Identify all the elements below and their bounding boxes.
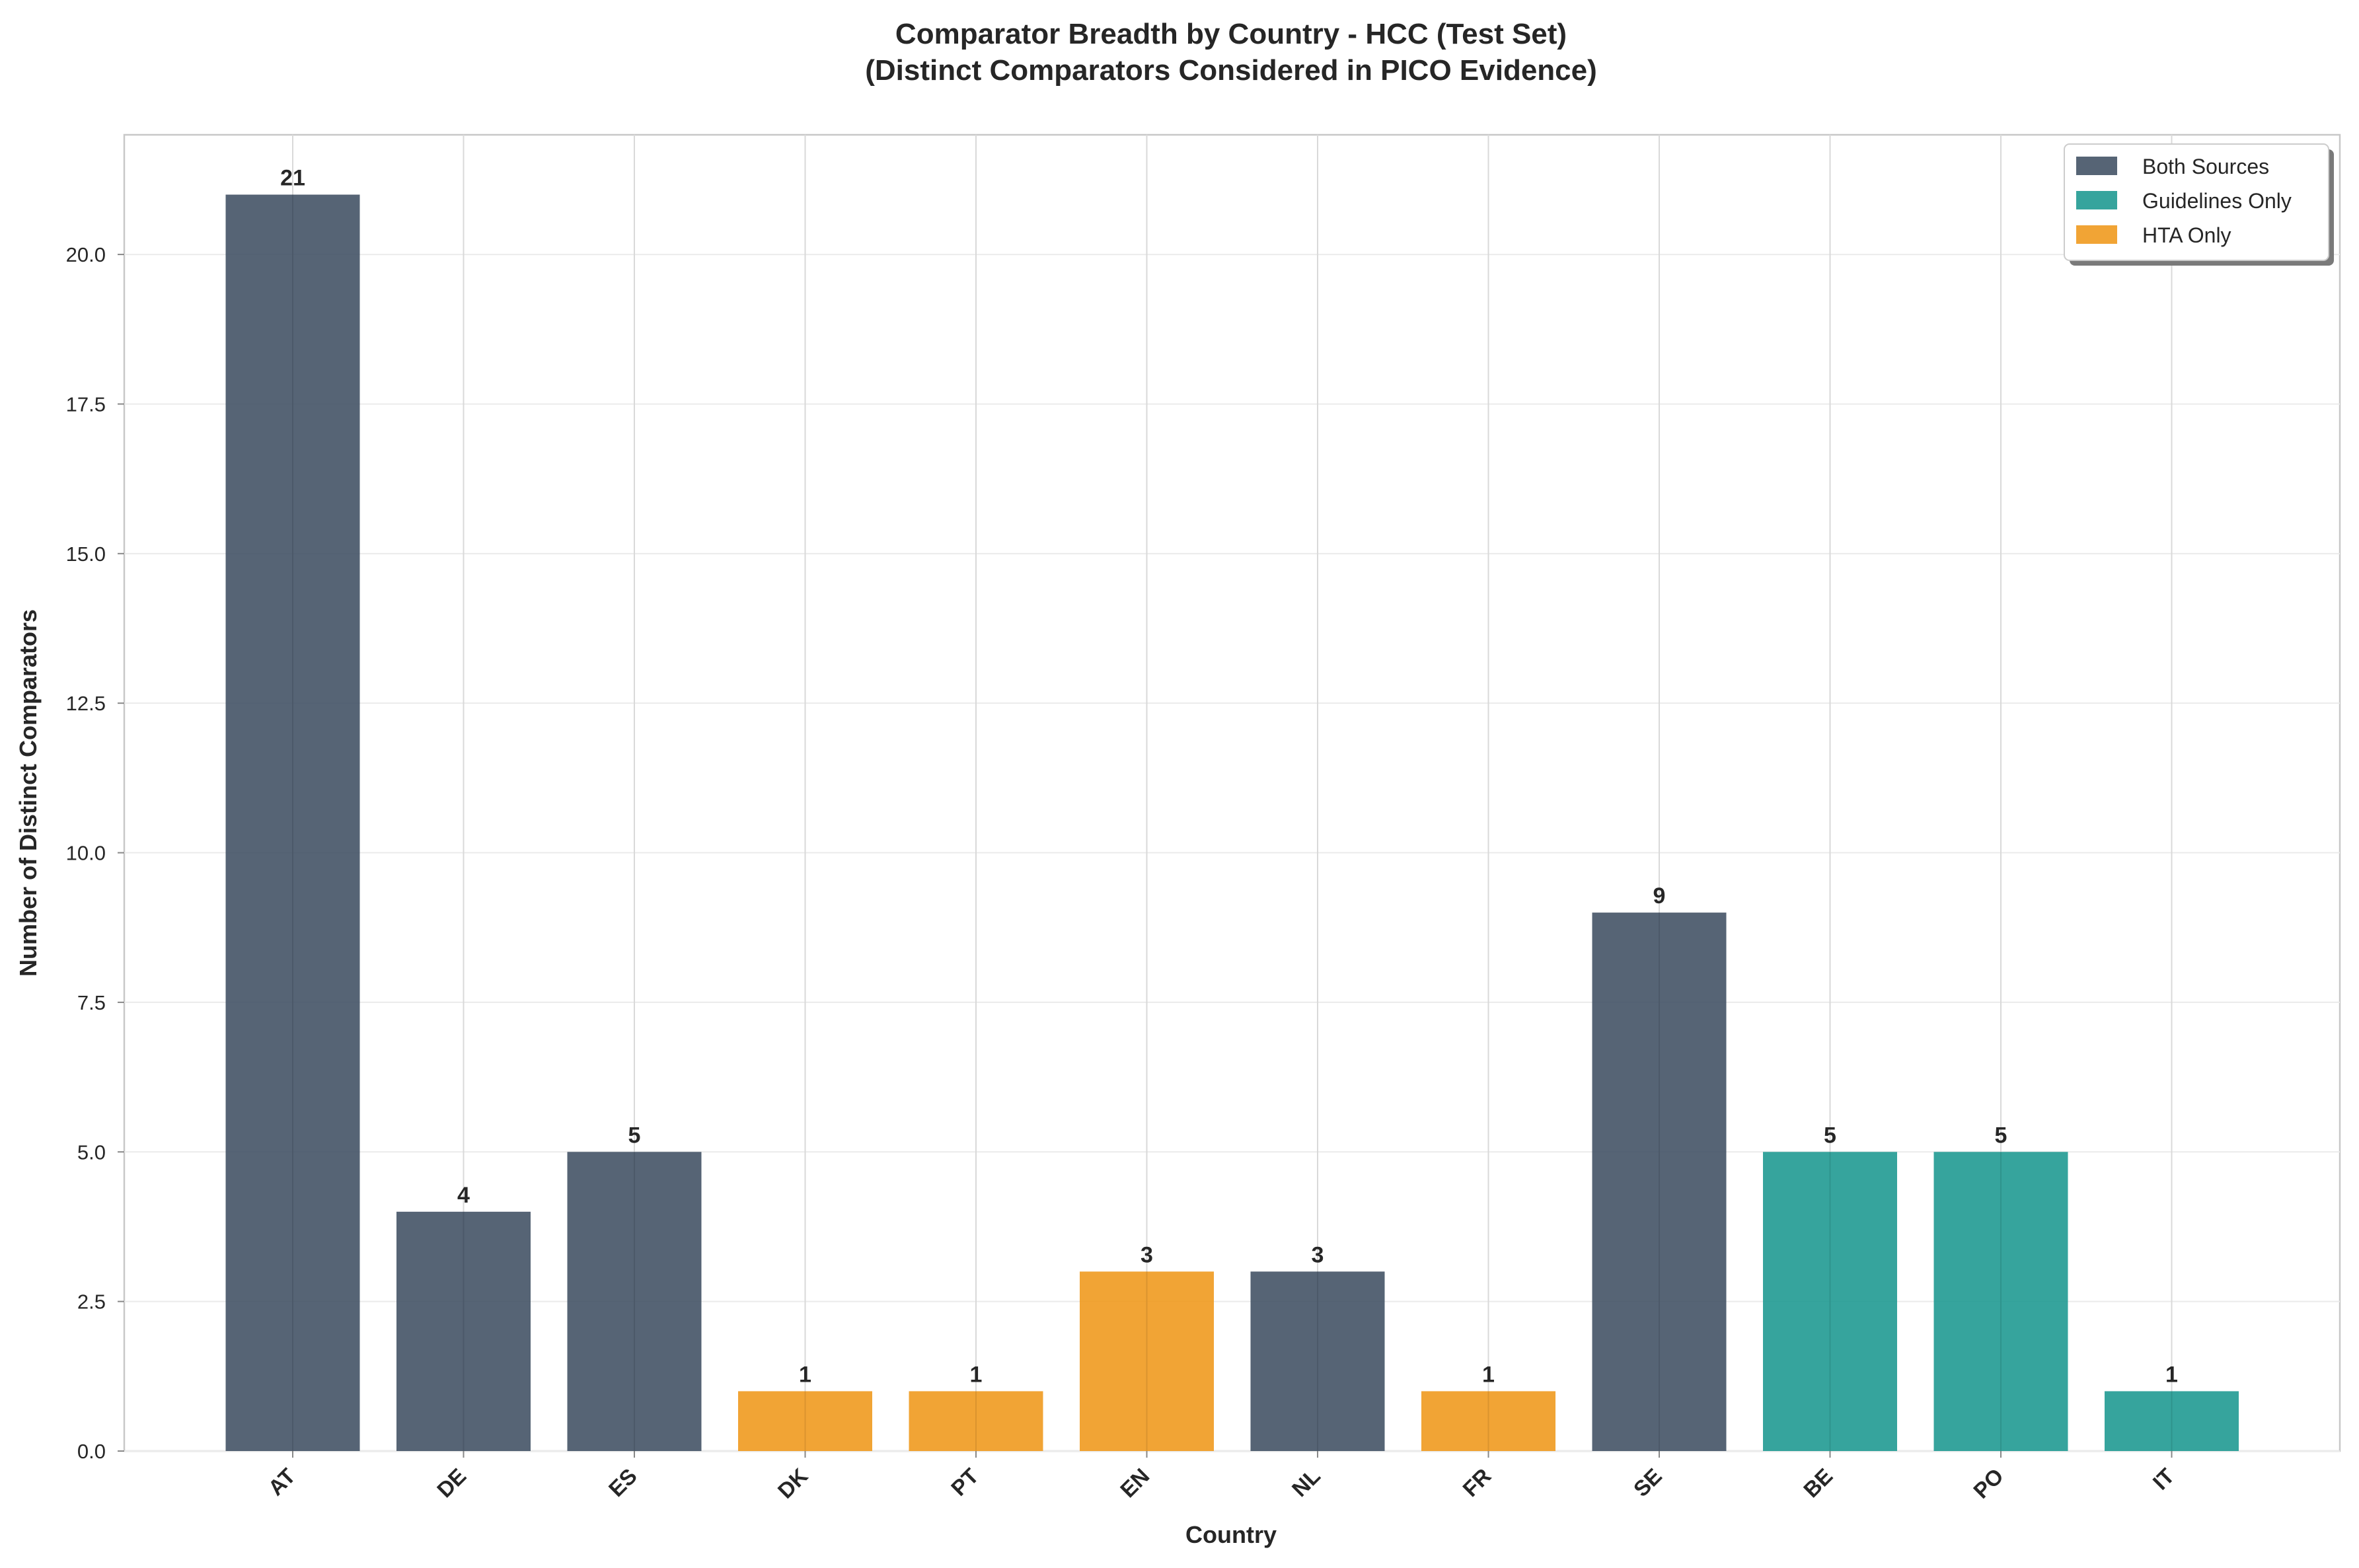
bar-de (396, 1211, 531, 1451)
data-label: 5 (628, 1123, 641, 1148)
y-axis-label: Number of Distinct Comparators (15, 609, 42, 977)
x-tick-label: IT (2148, 1464, 2179, 1495)
chart-title: Comparator Breadth by Country - HCC (Tes… (895, 18, 1567, 50)
legend-swatch (2076, 225, 2117, 244)
data-label: 21 (280, 166, 305, 191)
bar-fr (1421, 1391, 1555, 1451)
bar-dk (738, 1391, 872, 1451)
bar-it (2105, 1391, 2239, 1451)
data-labels: 21 4 5 1 1 3 3 1 9 5 5 1 (280, 166, 2178, 1388)
x-tick-label: PO (1968, 1464, 2008, 1503)
legend: Both Sources Guidelines Only HTA Only (2064, 143, 2334, 266)
bar-po (1933, 1152, 2068, 1451)
legend-swatch (2076, 191, 2117, 209)
chart-subtitle: (Distinct Comparators Considered in PICO… (865, 54, 1597, 87)
y-tick-label: 15.0 (66, 542, 106, 566)
bar-pt (909, 1391, 1043, 1451)
x-axis-label: Country (1185, 1521, 1277, 1548)
bars (225, 194, 2239, 1452)
data-label: 1 (799, 1362, 811, 1387)
x-tick-label: BE (1799, 1464, 1838, 1503)
data-label: 5 (1824, 1123, 1836, 1148)
data-label: 1 (1482, 1362, 1495, 1387)
legend-swatch (2076, 157, 2117, 175)
y-tick-label: 7.5 (77, 991, 106, 1014)
y-tick-label: 2.5 (77, 1290, 106, 1314)
data-label: 4 (457, 1183, 470, 1208)
legend-items: Both Sources Guidelines Only HTA Only (2076, 155, 2292, 247)
bar-en (1080, 1271, 1214, 1451)
x-tick-label: AT (263, 1464, 300, 1501)
y-tick-label: 5.0 (77, 1140, 106, 1164)
data-label: 1 (2165, 1362, 2178, 1387)
y-tick-label: 17.5 (66, 392, 106, 416)
x-tick-label: SE (1629, 1464, 1666, 1501)
x-tick-label: DE (432, 1464, 471, 1503)
data-label: 3 (1312, 1242, 1324, 1267)
data-label: 1 (970, 1362, 983, 1387)
x-tick-label: EN (1115, 1464, 1154, 1503)
legend-label: HTA Only (2142, 223, 2231, 247)
y-tick-label: 0.0 (77, 1440, 106, 1463)
x-tick-label: ES (604, 1464, 642, 1501)
x-tick-label: NL (1287, 1464, 1325, 1501)
legend-box (2064, 143, 2329, 261)
bar-se (1592, 913, 1727, 1451)
y-axis-ticks: 0.0 2.5 5.0 7.5 10.0 12.5 15.0 17.5 20.0 (66, 243, 124, 1463)
bar-at (225, 194, 360, 1452)
data-label: 9 (1653, 883, 1666, 909)
y-tick-label: 10.0 (66, 842, 106, 865)
bar-be (1763, 1152, 1897, 1451)
bar-es (567, 1152, 702, 1451)
x-axis-ticks: AT DE ES DK PT EN NL FR SE BE PO IT (263, 1451, 2179, 1503)
y-tick-label: 12.5 (66, 692, 106, 715)
legend-label: Guidelines Only (2142, 189, 2292, 213)
y-tick-label: 20.0 (66, 243, 106, 266)
x-tick-label: DK (773, 1464, 813, 1503)
bar-nl (1250, 1271, 1385, 1451)
data-label: 3 (1141, 1242, 1153, 1267)
x-tick-label: FR (1458, 1464, 1495, 1501)
legend-label: Both Sources (2142, 155, 2269, 178)
x-tick-label: PT (946, 1464, 983, 1501)
data-label: 5 (1995, 1123, 2007, 1148)
